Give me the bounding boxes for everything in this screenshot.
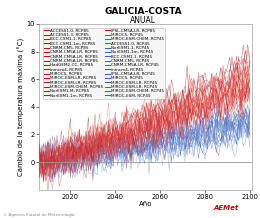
Legend: ACCESS1-0, RCP85, ACCESS1-3, RCP85, BCC-CSM1-1, RCP85, BCC-CSM1-1m, RCP85, CNRM-: ACCESS1-0, RCP85, ACCESS1-3, RCP85, BCC-… (43, 28, 165, 99)
Text: GALICIA-COSTA: GALICIA-COSTA (104, 7, 182, 15)
Y-axis label: Cambio de la temperatura máxima (°C): Cambio de la temperatura máxima (°C) (18, 38, 25, 176)
Text: ANUAL: ANUAL (130, 16, 156, 25)
Text: © Agencia Estatal de Meteorología: © Agencia Estatal de Meteorología (3, 213, 74, 217)
Text: AEMet: AEMet (213, 205, 238, 211)
X-axis label: Año: Año (139, 201, 152, 207)
